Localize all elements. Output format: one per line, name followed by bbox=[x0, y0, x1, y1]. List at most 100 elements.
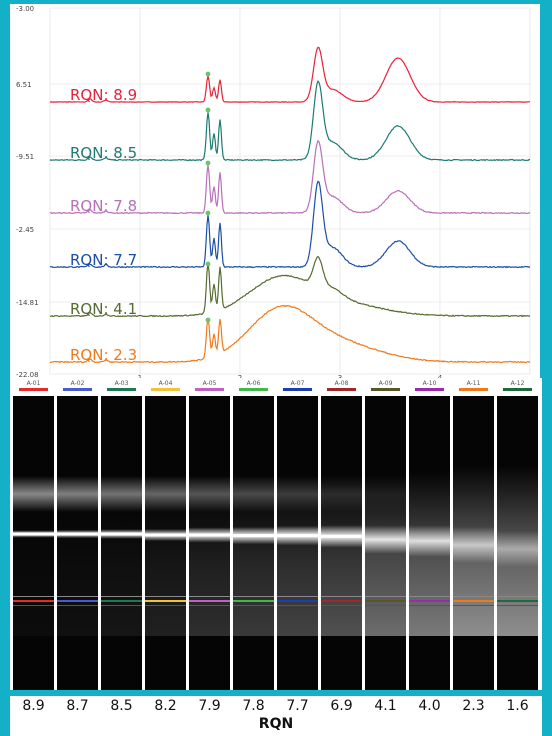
gel-lane-color-chip bbox=[371, 388, 400, 391]
rqn-label-strip: 8.9 8.7 8.5 8.2 7.9 7.8 7.7 6.9 4.1 4.0 2.3 1.6 RQN bbox=[10, 696, 542, 736]
gel-marker-band bbox=[365, 600, 406, 602]
gel-band-28s bbox=[57, 476, 98, 512]
gel-marker-band bbox=[453, 600, 494, 602]
gel-lane-color-chip bbox=[459, 388, 488, 391]
gel-smear bbox=[189, 494, 230, 636]
gel-ladder-line bbox=[13, 605, 54, 606]
marker-point bbox=[205, 71, 211, 77]
trace-label: RQN: 7.8 bbox=[70, 197, 137, 215]
gel-image: A-01 A-02 A-03 A-04 A-05 A-06 A-07 A-08 A-09 A-10… bbox=[10, 378, 542, 690]
gel-band-28s bbox=[321, 476, 362, 512]
gel-smear bbox=[145, 498, 186, 636]
gel-ladder-line bbox=[233, 605, 274, 606]
gel-lane-id: A-03 bbox=[115, 380, 129, 387]
gel-ladder-line bbox=[497, 596, 538, 597]
gel-marker-band bbox=[233, 600, 274, 602]
gel-band-28s bbox=[189, 476, 230, 512]
trace-line bbox=[49, 46, 530, 103]
gel-lane-color-chip bbox=[327, 388, 356, 391]
gel-ladder-line bbox=[277, 596, 318, 597]
gel-marker-band bbox=[321, 600, 362, 602]
gel-ladder-line bbox=[453, 596, 494, 597]
electropherogram-chart: -3.006.51-9.51-2.45-14.81-22.08 1234 RQN… bbox=[16, 5, 531, 382]
gel-marker-band bbox=[277, 600, 318, 602]
gel-lanes: A-01 A-02 A-03 A-04 A-05 A-06 A-07 A-08 A-09 A-10… bbox=[13, 380, 538, 690]
gel-ladder-line bbox=[365, 596, 406, 597]
gel-band-28s bbox=[277, 476, 318, 512]
rqn-value: 4.1 bbox=[374, 698, 397, 714]
trace-label: RQN: 2.3 bbox=[70, 346, 137, 364]
gel-ladder-line bbox=[409, 605, 450, 606]
gel-marker-band bbox=[497, 600, 538, 602]
gel-ladder-line bbox=[233, 596, 274, 597]
gel-ladder-line bbox=[321, 596, 362, 597]
electropherogram-panel: -3.006.51-9.51-2.45-14.81-22.08 1234 RQN… bbox=[10, 4, 540, 382]
gel-lane-color-chip bbox=[63, 388, 92, 391]
rqn-value: 8.9 bbox=[22, 698, 45, 714]
trace-label-layer: RQN: 8.9 RQN: 8.5 RQN: 7.8 RQN: 7.7 RQN: 4.1… bbox=[70, 86, 137, 364]
gel-marker-band bbox=[101, 600, 142, 602]
rqn-value: 2.3 bbox=[462, 698, 485, 714]
trace-label: RQN: 8.5 bbox=[70, 144, 137, 162]
gel-ladder-line bbox=[101, 596, 142, 597]
gel-band-28s bbox=[365, 476, 406, 512]
gel-marker-band bbox=[145, 600, 186, 602]
rqn-value: 7.8 bbox=[242, 698, 265, 714]
gel-marker-band bbox=[409, 600, 450, 602]
gel-lane-color-chip bbox=[151, 388, 180, 391]
gel-ladder-line bbox=[497, 605, 538, 606]
gel-marker-band bbox=[57, 600, 98, 602]
gel-ladder-line bbox=[57, 596, 98, 597]
gel-band-18s bbox=[409, 525, 450, 557]
trace-label: RQN: 4.1 bbox=[70, 300, 137, 318]
gel-smear bbox=[57, 502, 98, 636]
gel-marker-band bbox=[13, 600, 54, 602]
marker-point bbox=[205, 160, 211, 166]
y-tick-label: -22.08 bbox=[16, 371, 39, 379]
rqn-value: 1.6 bbox=[506, 698, 529, 714]
gel-smear bbox=[101, 501, 142, 636]
marker-point bbox=[205, 107, 211, 113]
gel-ladder-line bbox=[189, 596, 230, 597]
gel-band-18s-core bbox=[321, 534, 362, 538]
marker-point bbox=[205, 261, 211, 267]
gel-lane-id: A-05 bbox=[203, 380, 217, 387]
gel-marker-band bbox=[189, 600, 230, 602]
y-tick-label: -9.51 bbox=[16, 153, 34, 161]
rqn-value: 8.5 bbox=[110, 698, 133, 714]
gel-lane-id: A-06 bbox=[247, 380, 261, 387]
gel-ladder-line bbox=[13, 596, 54, 597]
y-tick-label: -14.81 bbox=[16, 299, 39, 307]
gel-lane-id: A-04 bbox=[159, 380, 173, 387]
trace-line bbox=[49, 139, 531, 215]
gel-smear bbox=[13, 504, 54, 636]
gel-lane-id: A-11 bbox=[467, 380, 481, 387]
rqn-axis-label: RQN bbox=[258, 716, 294, 732]
trace-line bbox=[49, 304, 531, 364]
y-tick-label: 6.51 bbox=[16, 81, 32, 89]
gel-lane-color-chip bbox=[283, 388, 312, 391]
gel-band-28s bbox=[13, 476, 54, 512]
gel-ladder-line bbox=[101, 605, 142, 606]
gel-lane-color-chip bbox=[19, 388, 48, 391]
gel-ladder-line bbox=[57, 605, 98, 606]
gel-smear bbox=[277, 488, 318, 636]
marker-point bbox=[205, 317, 211, 323]
y-tick-labels: -3.00 6.51 -9.51 -2.45 -14.81 -22.08 bbox=[16, 5, 39, 379]
gel-lane-id: A-10 bbox=[423, 380, 437, 387]
y-tick-label: -3.00 bbox=[16, 5, 34, 13]
gel-band-18s-core bbox=[233, 534, 274, 538]
gel-lane-color-chip bbox=[503, 388, 532, 391]
gel-ladder-line bbox=[321, 605, 362, 606]
gel-smear bbox=[233, 490, 274, 636]
gel-ladder-line bbox=[277, 605, 318, 606]
gel-band-18s-core bbox=[57, 532, 98, 536]
y-tick-label: -2.45 bbox=[16, 226, 34, 234]
gel-band-28s bbox=[233, 476, 274, 512]
trace-line bbox=[49, 79, 531, 162]
rqn-value: 7.7 bbox=[286, 698, 309, 714]
gel-lane-color-chip bbox=[415, 388, 444, 391]
gel-ladder-line bbox=[145, 605, 186, 606]
rqn-value: 8.7 bbox=[66, 698, 89, 714]
